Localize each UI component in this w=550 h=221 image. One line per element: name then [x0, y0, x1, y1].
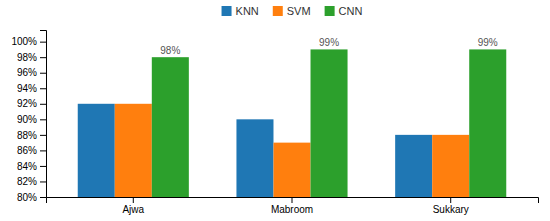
- legend-label: KNN: [236, 5, 259, 17]
- tick: 92%: [17, 98, 46, 109]
- legend-swatch: [325, 6, 335, 16]
- legend-item: CNN: [325, 5, 363, 17]
- tick: Mabroom: [271, 197, 313, 215]
- bar-series: [78, 104, 432, 197]
- tick-label: 88%: [17, 130, 37, 141]
- data-label: 99%: [319, 37, 339, 48]
- tick: 98%: [17, 52, 46, 63]
- axis-line: [47, 198, 539, 204]
- legend: KNN SVM CNN: [222, 5, 363, 17]
- data-label: 98%: [160, 45, 180, 56]
- data-label: 99%: [478, 37, 498, 48]
- tick: Sukkary: [433, 197, 469, 215]
- tick-label: 82%: [17, 176, 37, 187]
- tick-mark: [40, 119, 46, 120]
- tick-label: 96%: [17, 67, 37, 78]
- tick-label: Mabroom: [271, 204, 313, 215]
- tick-label: 98%: [17, 52, 37, 63]
- bars: [78, 49, 507, 197]
- bar: [395, 135, 432, 197]
- tick: 100%: [11, 36, 46, 47]
- tick: 96%: [17, 67, 46, 78]
- legend-swatch: [222, 6, 232, 16]
- bar: [78, 104, 115, 197]
- data-labels: 98% 99% 99%: [160, 37, 498, 56]
- legend-label: CNN: [339, 5, 363, 17]
- legend-item: SVM: [273, 5, 311, 17]
- tick-mark: [40, 166, 46, 167]
- tick-mark: [40, 150, 46, 151]
- bar: [469, 49, 506, 197]
- tick: Ajwa: [122, 197, 144, 215]
- bar: [236, 119, 273, 197]
- tick-mark: [40, 181, 46, 182]
- tick-mark: [40, 197, 46, 198]
- tick: 82%: [17, 176, 46, 187]
- tick-mark: [40, 57, 46, 58]
- tick-label: 92%: [17, 98, 37, 109]
- tick-label: 84%: [17, 161, 37, 172]
- tick: 80%: [17, 192, 46, 203]
- bar: [115, 104, 152, 197]
- bar: [273, 143, 310, 197]
- tick: 86%: [17, 145, 46, 156]
- tick: 88%: [17, 130, 46, 141]
- tick-mark: [40, 88, 46, 89]
- tick: 84%: [17, 161, 46, 172]
- tick-label: 86%: [17, 145, 37, 156]
- tick-mark: [450, 197, 451, 203]
- tick-label: 94%: [17, 83, 37, 94]
- tick: 90%: [17, 114, 46, 125]
- tick: 94%: [17, 83, 46, 94]
- tick-mark: [133, 197, 134, 203]
- tick-label: 80%: [17, 192, 37, 203]
- bar-series: [152, 49, 506, 197]
- tick-label: 100%: [11, 36, 37, 47]
- axis-line: [40, 31, 47, 198]
- tick-mark: [40, 73, 46, 74]
- plot: 80% 82% 84% 86% 88% 90% 92% 94% 96% 98% 100% Ajwa Ma…: [11, 31, 538, 216]
- chart: 80% 82% 84% 86% 88% 90% 92% 94% 96% 98% 100% Ajwa Ma…: [0, 0, 550, 221]
- tick-mark: [40, 42, 46, 43]
- tick-mark: [40, 104, 46, 105]
- tick-label: 90%: [17, 114, 37, 125]
- tick-mark: [40, 135, 46, 136]
- x-axis: Ajwa Mabroom Sukkary: [47, 197, 539, 215]
- legend-label: SVM: [287, 5, 311, 17]
- y-axis: 80% 82% 84% 86% 88% 90% 92% 94% 96% 98% 100%: [11, 31, 46, 203]
- legend-item: KNN: [222, 5, 259, 17]
- bar: [152, 57, 189, 197]
- tick-label: Sukkary: [433, 204, 469, 215]
- tick-mark: [292, 197, 293, 203]
- bar: [432, 135, 469, 197]
- bar: [311, 49, 348, 197]
- legend-swatch: [273, 6, 283, 16]
- tick-label: Ajwa: [122, 204, 144, 215]
